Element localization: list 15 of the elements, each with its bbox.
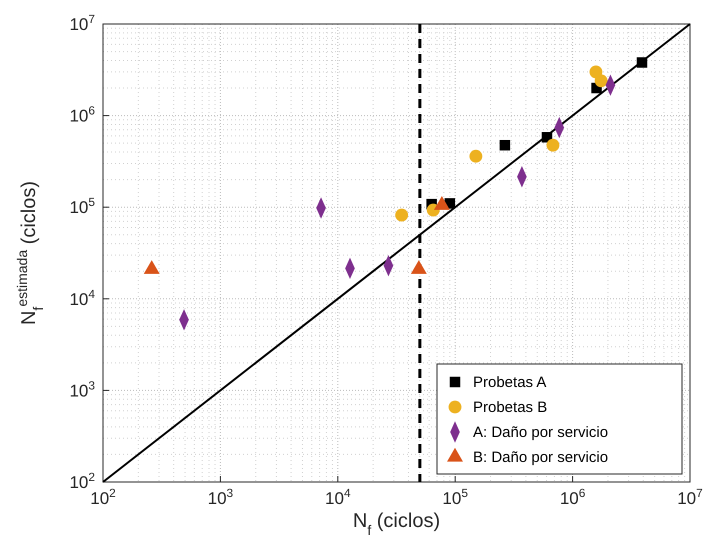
x-tick-label: 10$^{3}$ bbox=[208, 486, 234, 508]
legend-label: A: Daño por servicio bbox=[473, 424, 608, 441]
x-tick-label: 10$^{6}$ bbox=[560, 486, 586, 508]
y-tick-label: 10$^{4}$ bbox=[69, 286, 96, 309]
x-tick-label: 10$^{4}$ bbox=[325, 486, 351, 508]
y-tick-label: 10$^{3}$ bbox=[69, 378, 96, 400]
y-tick-label: 10$^{7}$ bbox=[69, 12, 96, 34]
x-tick-label: 10$^{7}$ bbox=[677, 486, 704, 508]
y-tick-label: 10$^{5}$ bbox=[69, 195, 96, 218]
legend-label: Probetas A bbox=[473, 374, 546, 391]
x-axis-title: N$_{f}$ (ciclos) bbox=[352, 510, 440, 538]
y-tick-label: 10$^{6}$ bbox=[69, 104, 96, 126]
x-tick-label: 10$^{5}$ bbox=[442, 486, 468, 508]
legend-label: B: Daño por servicio bbox=[473, 449, 608, 466]
legend-label: Probetas B bbox=[473, 399, 548, 416]
